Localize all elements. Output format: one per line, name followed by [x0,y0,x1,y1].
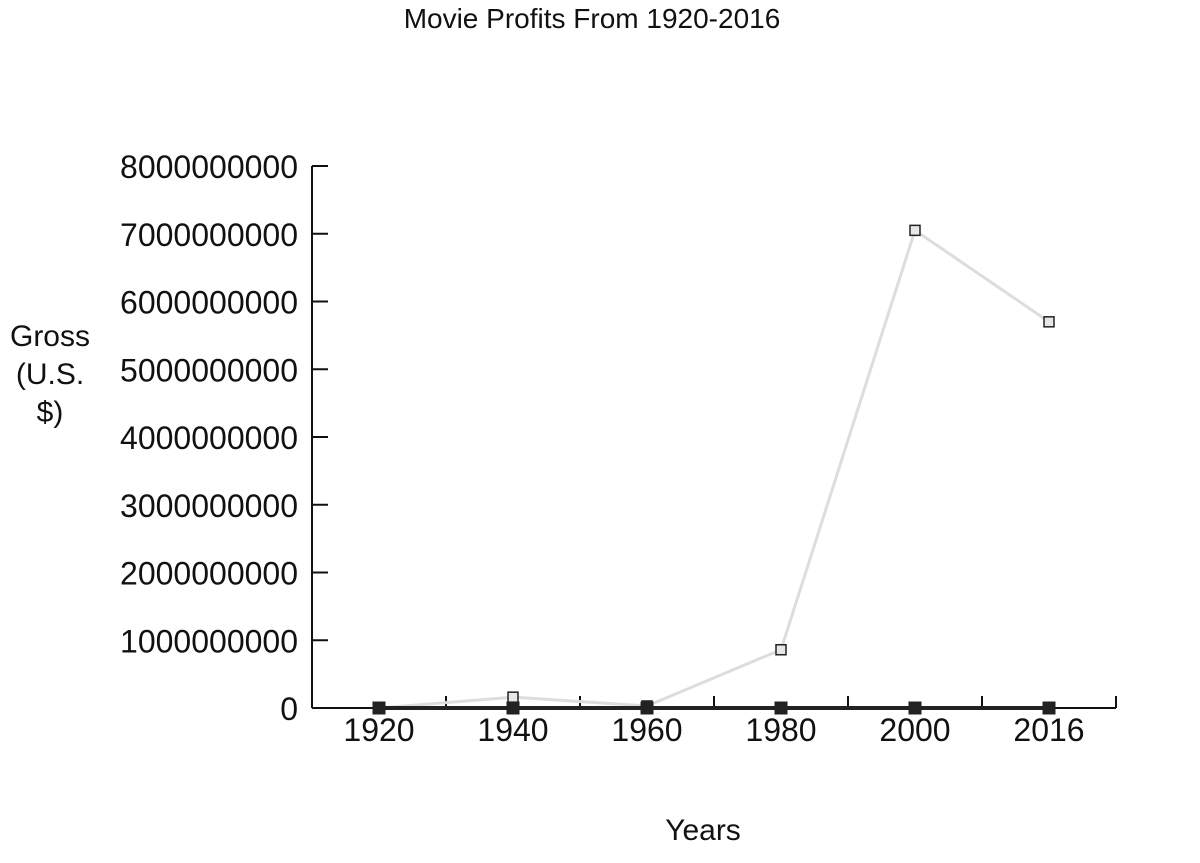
x-tick-label: 1960 [611,712,682,748]
y-tick-label: 2000000000 [120,556,298,592]
axes-layer: 0 1000000000 2000000000 3000000000 400000000… [120,149,1117,748]
data-point-series-0-2000 [909,224,921,237]
x-tick-label: 1940 [477,712,548,748]
y-tick-label: 6000000000 [120,285,298,321]
data-point-series-1-1960 [640,701,654,715]
x-tick-label: 1980 [745,712,816,748]
data-point-series-1-1920 [372,701,386,715]
y-tick-label: 3000000000 [120,488,298,524]
chart-title: Movie Profits From 1920-2016 [404,3,781,34]
data-point-series-1-1940 [506,701,520,715]
series-layer [372,224,1056,715]
data-point-series-1-2000 [908,701,922,715]
data-point-series-1-1980 [774,701,788,715]
y-tick-label: 0 [280,691,298,727]
y-tick-label: 5000000000 [120,352,298,388]
series-line-0 [377,228,1051,710]
data-point-series-0-1940 [507,691,519,703]
x-tick-label: 1920 [343,712,414,748]
y-axis-label-line-3: $) [37,396,64,429]
y-tick-label: 1000000000 [120,623,298,659]
x-axis-label: Years [665,814,741,847]
y-axis-label-line-1: Gross [10,320,90,353]
y-axis-label-line-2: (U.S. [16,358,84,391]
y-tick-label: 7000000000 [120,217,298,253]
x-tick-label: 2016 [1013,712,1084,748]
data-point-series-0-1980 [775,643,787,656]
data-point-series-0-2016 [1043,316,1055,328]
data-point-series-1-2016 [1042,701,1056,715]
x-tick-label: 2000 [879,712,950,748]
y-tick-label: 8000000000 [120,149,298,185]
y-tick-label: 4000000000 [120,420,298,456]
